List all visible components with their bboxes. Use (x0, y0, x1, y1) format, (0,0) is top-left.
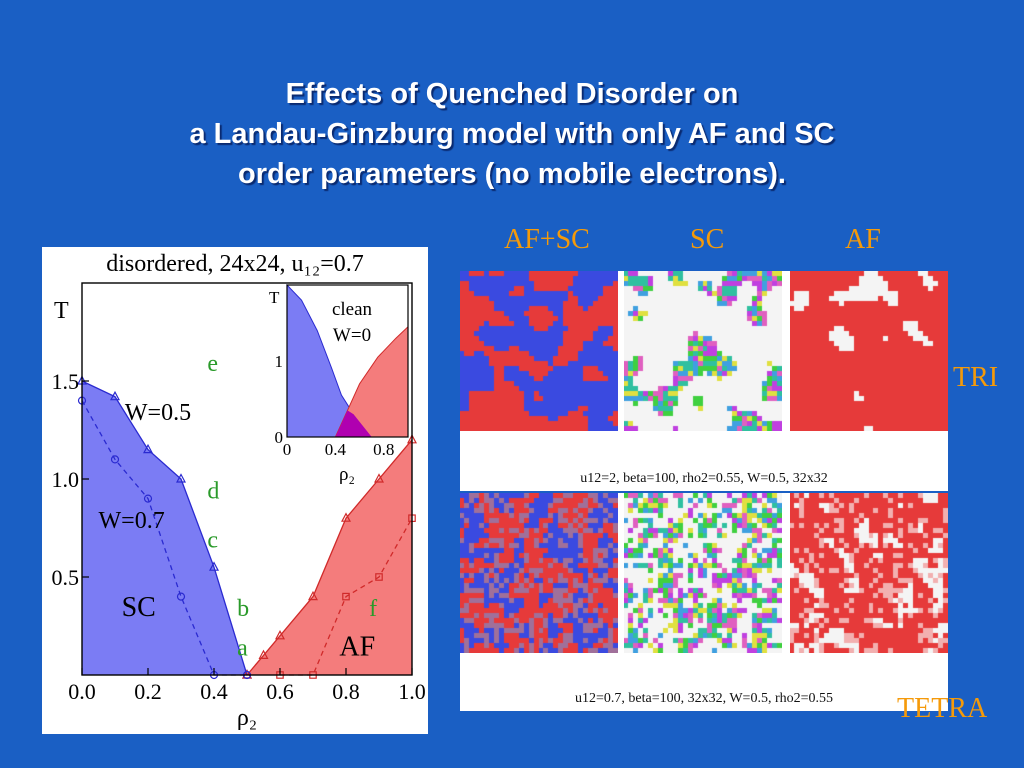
row-label-tri: TRI (953, 362, 999, 393)
annotation-e: e (207, 351, 218, 377)
annotation-b: b (237, 596, 249, 622)
annotation-c: c (207, 528, 218, 554)
inset-x-tick-label: 0.4 (325, 440, 347, 459)
x-tick-label: 1.0 (398, 679, 426, 704)
annotation-a: a (237, 635, 248, 661)
x-tick-label: 0.4 (200, 679, 228, 704)
phase-diagram-panel: 0.0 0.2 0.4 0.6 0.8 1.0 0.5 1.0 1.5 disordered, 2… (42, 247, 428, 734)
series-line-0 (81, 380, 248, 676)
data-point (209, 561, 219, 571)
sc-region (82, 381, 247, 675)
inset-y-tick-label: 0 (275, 428, 284, 447)
snapshot-tetra-sc (624, 493, 782, 653)
row-label-tetra: TETRA (897, 693, 988, 724)
data-point (275, 630, 285, 640)
column-label-af: AF (845, 224, 881, 255)
snapshot-tetra-af (790, 493, 948, 653)
title-line-3: order parameters (no mobile electrons). (238, 158, 786, 190)
data-point (375, 573, 383, 581)
annotation-f: f (369, 596, 377, 622)
x-tick-label: 0.0 (68, 679, 96, 704)
y-axis-label: T (54, 298, 69, 324)
inset-y-tick-label: 1 (275, 352, 284, 371)
y-tick-label: 1.0 (52, 467, 80, 492)
inset-y-axis-label: T (269, 288, 280, 307)
inset-x-axis-label: ρ₂ (339, 464, 355, 485)
snapshot-tri-af (790, 271, 948, 431)
snapshot-tetra-af-sc (460, 493, 618, 653)
annotation-d: d (207, 479, 219, 505)
y-tick-label: 1.5 (52, 369, 80, 394)
column-label-af-sc: AF+SC (504, 224, 590, 255)
af-region (247, 439, 412, 675)
data-point (342, 592, 350, 601)
data-point (176, 473, 186, 483)
snapshot-panel-tetra: u12=0.7, beta=100, 32x32, W=0.5, rho2=0.… (460, 493, 948, 711)
phase-diagram-chart: 0.0 0.2 0.4 0.6 0.8 1.0 0.5 1.0 1.5 disordered, 2… (52, 251, 426, 731)
inset-frame (286, 284, 409, 438)
snapshot-caption-tetra: u12=0.7, beta=100, 32x32, W=0.5, rho2=0.… (574, 691, 834, 706)
x-tick-label: 0.8 (332, 679, 360, 704)
x-axis-label: ρ₂ (237, 705, 257, 731)
snapshot-caption-tri: u12=2, beta=100, rho2=0.55, W=0.5, 32x32 (580, 471, 828, 486)
series-line-2 (81, 400, 247, 676)
data-point (374, 473, 384, 483)
title-line-2: a Landau-Ginzburg model with only AF and… (189, 118, 835, 150)
data-point (258, 649, 269, 659)
data-point (143, 494, 153, 503)
annotation-w-0-5: W=0.5 (125, 400, 191, 426)
snapshot-tri-sc (624, 271, 782, 431)
annotation-sc: SC (122, 592, 156, 623)
chart-title: disordered, 24x24, u₁₂=0.7 (106, 251, 364, 277)
annotation-af: AF (339, 631, 375, 662)
inset-legend-line-1: clean (332, 299, 373, 320)
data-point (308, 590, 318, 601)
inset-x-tick-label: 0.8 (373, 440, 394, 459)
x-tick-label: 0.2 (134, 679, 162, 704)
x-tick-label: 0.6 (266, 679, 294, 704)
snapshot-panel-tri: u12=2, beta=100, rho2=0.55, W=0.5, 32x32 (460, 271, 948, 491)
inset-x-tick-label: 0 (283, 440, 292, 459)
annotation-w-0-7: W=0.7 (99, 508, 165, 534)
data-point (176, 592, 186, 601)
data-point (143, 443, 153, 454)
snapshot-tri-af-sc (460, 271, 618, 431)
inset-coexistence-region (335, 410, 372, 437)
data-point (110, 390, 120, 401)
title-line-1: Effects of Quenched Disorder on (285, 78, 739, 110)
column-label-sc: SC (690, 224, 725, 255)
data-point (341, 512, 351, 522)
inset-legend-line-2: W=0 (333, 325, 371, 346)
data-point (110, 455, 120, 464)
slide-title: Effects of Quenched Disorder on a Landau… (0, 74, 1024, 194)
series-line-1 (246, 439, 413, 676)
y-tick-label: 0.5 (52, 565, 80, 590)
